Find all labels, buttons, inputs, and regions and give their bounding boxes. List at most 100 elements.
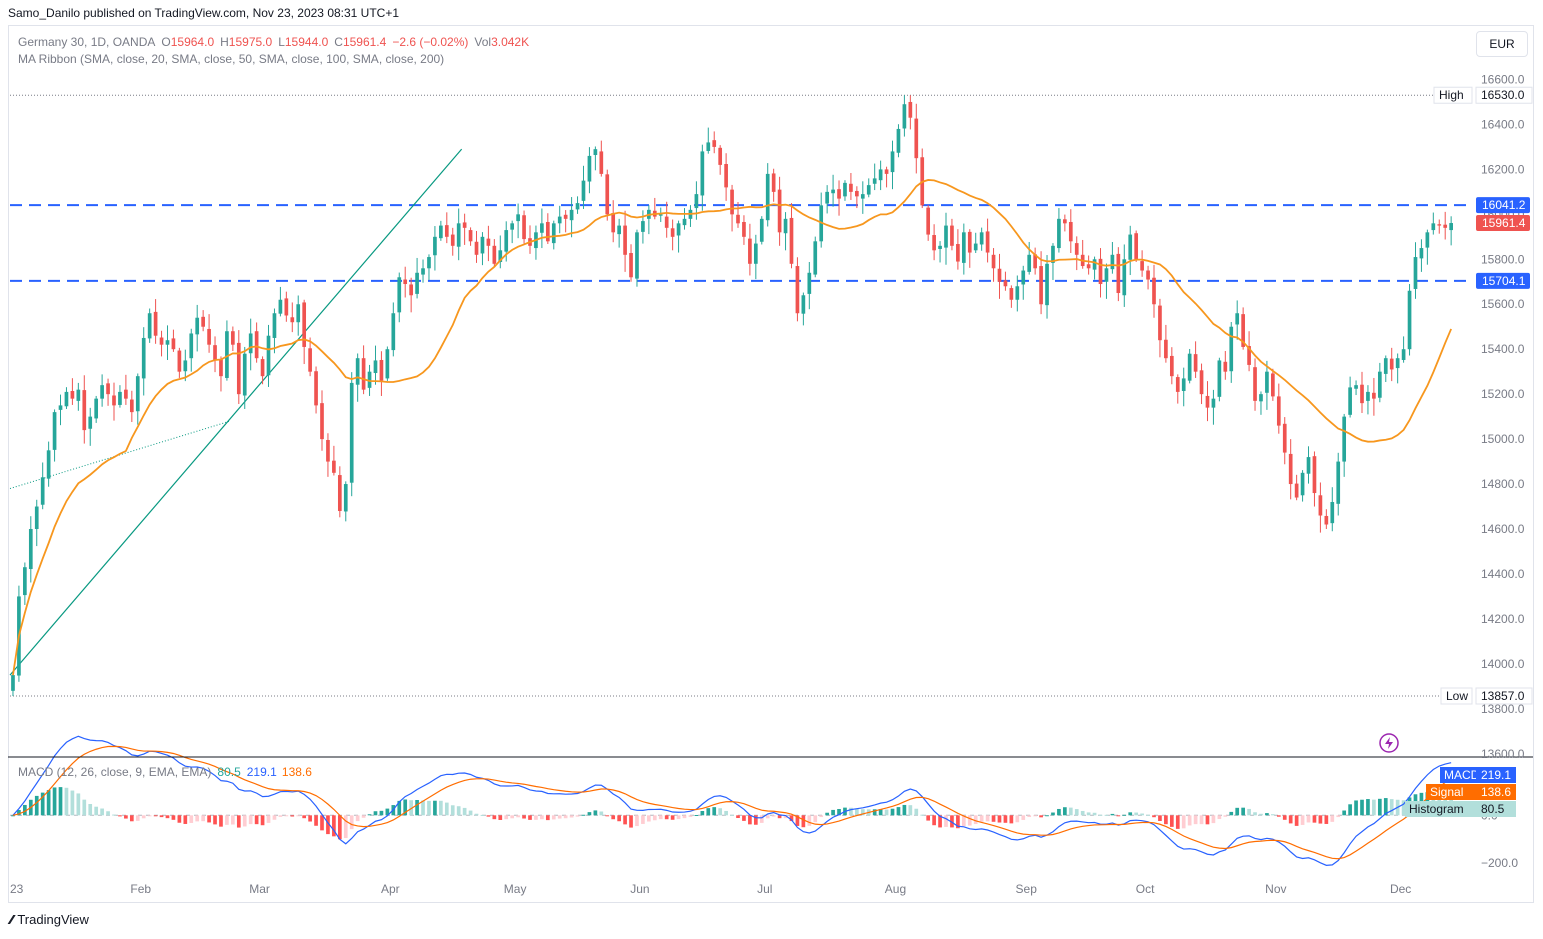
time-tick-label: May xyxy=(504,882,527,896)
histogram-bar xyxy=(956,815,960,829)
signal-line[interactable] xyxy=(12,745,1452,860)
histogram-bar xyxy=(219,815,223,827)
histogram-bar xyxy=(272,815,277,820)
candle-body xyxy=(1223,361,1228,372)
lightning-icon[interactable] xyxy=(1379,733,1399,753)
candle-body xyxy=(801,295,806,314)
candle-body xyxy=(40,477,45,505)
histogram-bar xyxy=(207,815,211,823)
histogram-bar xyxy=(1092,812,1097,816)
histogram-bar xyxy=(1229,811,1234,816)
candle-body xyxy=(807,272,812,294)
histogram-bar xyxy=(617,815,621,822)
histogram-bar xyxy=(231,815,235,825)
histogram-bar xyxy=(480,814,485,816)
tradingview-brand[interactable]: ⁄⁄ TradingView xyxy=(10,912,89,927)
legend-ma-ribbon: MA Ribbon (SMA, close, 20, SMA, close, 5… xyxy=(18,52,444,66)
candle-body xyxy=(1164,339,1168,359)
histogram-bar xyxy=(545,815,550,821)
histogram-bar xyxy=(1027,815,1032,818)
candle-body xyxy=(742,221,746,237)
level-tag-0-box xyxy=(1476,197,1530,214)
price-tick-label: 14600.0 xyxy=(1481,522,1525,536)
histogram-bar xyxy=(367,814,372,816)
candle-body xyxy=(1312,456,1317,494)
candle-body xyxy=(177,350,182,372)
candle-body xyxy=(76,389,81,401)
histogram-bar xyxy=(201,815,205,822)
candle-body xyxy=(872,178,877,184)
candle-body xyxy=(1419,248,1424,259)
candle-body xyxy=(11,675,15,691)
histogram-bar xyxy=(1128,812,1133,816)
candle-body xyxy=(427,257,431,269)
candle-body xyxy=(961,232,966,263)
histogram-bar xyxy=(771,815,776,817)
histogram-bar xyxy=(1372,799,1376,816)
candle-body xyxy=(82,390,87,431)
histogram-bar xyxy=(254,815,259,825)
time-tick-label: Dec xyxy=(1390,882,1411,896)
histogram-bar xyxy=(1288,815,1293,824)
time-tick-label: Aug xyxy=(885,882,906,896)
candle-body xyxy=(1063,219,1067,224)
histogram-bar xyxy=(141,815,146,819)
candle-body xyxy=(759,218,764,242)
candle-body xyxy=(1074,243,1079,255)
candle-body xyxy=(1366,391,1370,401)
trendline[interactable] xyxy=(9,148,463,676)
histogram-bar xyxy=(34,795,39,816)
candle-body xyxy=(712,140,717,147)
candle-body xyxy=(135,376,140,412)
candle-body xyxy=(349,382,354,483)
candle-body xyxy=(343,484,348,512)
currency-button[interactable]: EUR xyxy=(1476,31,1528,57)
histogram-bar xyxy=(932,815,936,826)
histogram-bar xyxy=(248,815,253,825)
histogram-bar xyxy=(1259,813,1263,816)
sma-20-line[interactable] xyxy=(12,179,1452,676)
histogram-bar xyxy=(682,815,687,819)
histogram-bar xyxy=(225,815,229,825)
candle-body xyxy=(866,185,871,195)
candle-body xyxy=(1431,223,1436,231)
time-tick-label: Feb xyxy=(130,882,151,896)
legend-macd: MACD (12, 26, close, 9, EMA, EMA) 80.5 219… xyxy=(18,765,312,779)
histogram-bar xyxy=(58,787,63,816)
histogram-bar xyxy=(278,815,283,817)
histogram-bar xyxy=(944,815,948,827)
candle-body xyxy=(165,340,170,345)
signal-tag-value: 138.6 xyxy=(1481,785,1511,799)
candle-body xyxy=(112,395,116,406)
histogram-bar xyxy=(492,815,497,820)
high-tag: High 16530.0 xyxy=(1433,86,1533,104)
candle-body xyxy=(605,174,610,215)
histogram-bar xyxy=(361,815,366,818)
histogram-bar xyxy=(688,815,693,817)
histogram-bar xyxy=(439,800,443,816)
histogram-bar xyxy=(872,809,877,816)
histogram-bar xyxy=(213,815,217,825)
histogram-bar xyxy=(403,799,408,816)
histogram-bar xyxy=(985,815,990,822)
histogram-bar xyxy=(742,815,746,821)
histogram-bar xyxy=(522,815,526,819)
histogram-bar xyxy=(1253,812,1257,816)
candle-body xyxy=(421,268,425,275)
histogram-bar xyxy=(581,814,586,816)
histogram-bar xyxy=(759,815,764,823)
tradingview-logo-icon: ⁄⁄ xyxy=(10,912,14,927)
candle-body xyxy=(1360,384,1364,404)
candle-body xyxy=(1247,346,1251,365)
candle-body xyxy=(724,164,728,188)
candle-body xyxy=(878,169,883,181)
candle-body xyxy=(272,313,277,338)
histogram-bar xyxy=(355,815,360,822)
candle-body xyxy=(171,338,176,350)
high-tag-value-box xyxy=(1475,86,1533,104)
candle-body xyxy=(439,225,443,239)
histogram-bar xyxy=(1318,815,1323,824)
brand-label: TradingView xyxy=(17,912,89,927)
histogram-bar xyxy=(450,805,455,816)
